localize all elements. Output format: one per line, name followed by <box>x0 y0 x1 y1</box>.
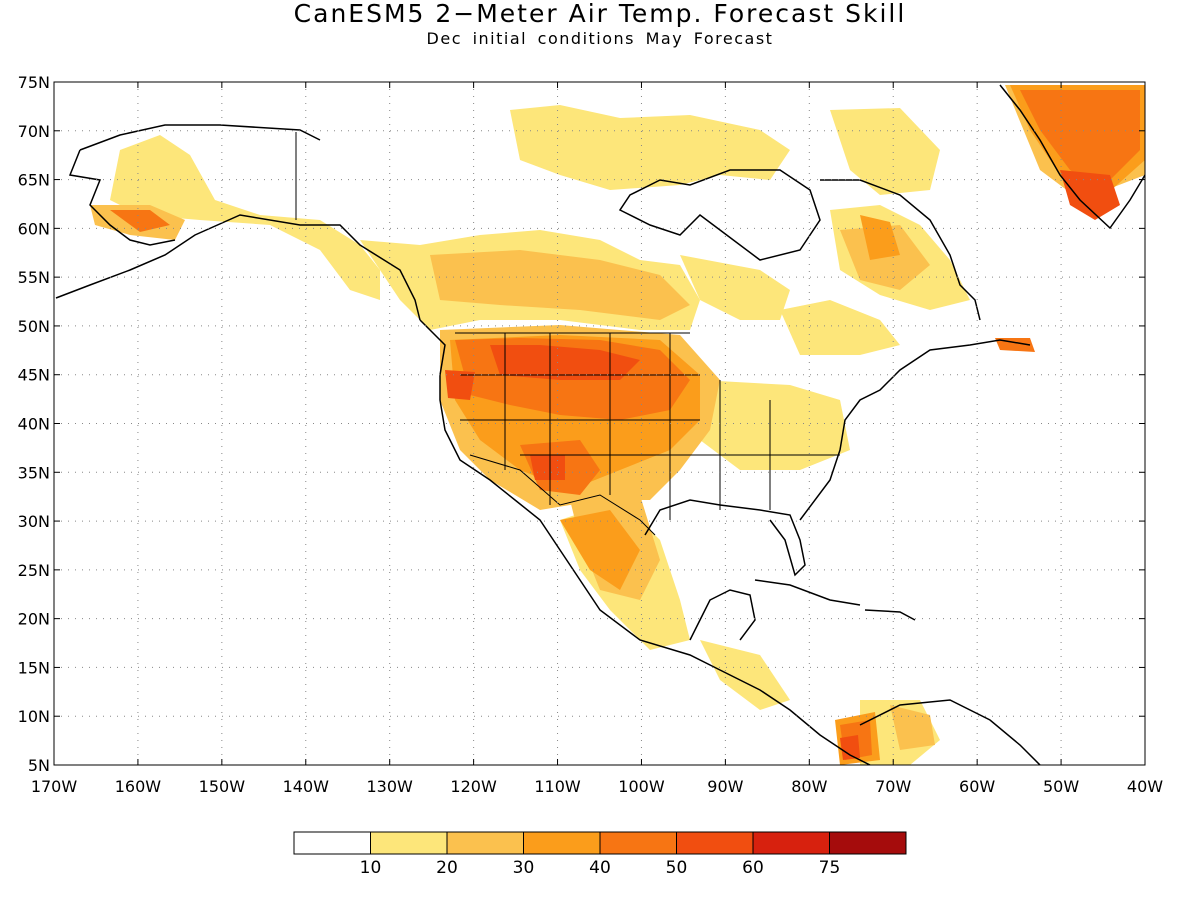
map-subtitle: Dec initial conditions May Forecast <box>426 29 774 48</box>
lat-tick-label: 60N <box>18 219 50 238</box>
lon-tick-label: 60W <box>959 777 995 796</box>
coast-west-us <box>419 319 871 765</box>
colorbar-label: 40 <box>589 858 611 878</box>
map-title: CanESM5 2−Meter Air Temp. Forecast Skill <box>293 0 907 28</box>
lon-tick-label: 50W <box>1043 777 1079 796</box>
lat-tick-label: 65N <box>18 171 50 190</box>
coast-greenland <box>999 84 1145 230</box>
skill-top-greenland <box>1060 170 1120 220</box>
lat-tick-label: 70N <box>18 122 50 141</box>
colorbar: 10 20 30 40 50 60 75 <box>293 831 907 878</box>
coast-labrador <box>820 179 981 321</box>
lat-tick-label: 45N <box>18 366 50 385</box>
lon-tick-label: 170W <box>31 777 78 796</box>
colorbar-label: 10 <box>360 858 382 878</box>
colorbar-swatch <box>829 831 907 855</box>
colorbar-swatch <box>676 831 754 855</box>
skill-vhigh-alaska <box>110 210 170 232</box>
coast-hudson <box>618 169 821 261</box>
lat-tick-label: 25N <box>18 561 50 580</box>
lat-tick-label: 10N <box>18 707 50 726</box>
skill-high-quebec <box>860 215 900 260</box>
skill-vhigh-greenland <box>1020 90 1140 190</box>
lon-tick-label: 40W <box>1127 777 1163 796</box>
skill-region-arctic <box>510 105 790 190</box>
lat-tick-label: 50N <box>18 317 50 336</box>
coast-east-us <box>799 339 1031 521</box>
lon-tick-label: 130W <box>367 777 414 796</box>
lon-tick-label: 110W <box>534 777 581 796</box>
lon-tick-label: 140W <box>283 777 330 796</box>
lat-tick-label: 55N <box>18 268 50 287</box>
skill-mid-canada <box>430 250 690 320</box>
lon-tick-label: 100W <box>618 777 665 796</box>
skill-top-arizona <box>530 455 565 480</box>
skill-region-canada-central <box>680 255 790 320</box>
lat-tick-label: 75N <box>18 73 50 92</box>
colorbar-swatch <box>293 831 371 855</box>
colorbar-swatch <box>523 831 601 855</box>
skill-region-baffin <box>830 108 940 195</box>
colorbar-swatch <box>599 831 677 855</box>
lat-tick-label: 40N <box>18 415 50 434</box>
lat-tick-label: 20N <box>18 610 50 629</box>
colorbar-label: 75 <box>819 858 841 878</box>
coast-yucatan <box>689 589 756 641</box>
lon-tick-label: 70W <box>875 777 911 796</box>
lon-tick-label: 120W <box>450 777 497 796</box>
skill-region-east-us <box>700 380 850 470</box>
state-borders <box>295 132 840 536</box>
lon-tick-label: 90W <box>707 777 743 796</box>
skill-region-alaska <box>110 135 380 300</box>
lon-tick-label: 160W <box>115 777 162 796</box>
coast-gulf <box>644 499 806 577</box>
coastlines <box>55 84 1145 765</box>
lat-tick-label: 35N <box>18 463 50 482</box>
lon-tick-label: 80W <box>791 777 827 796</box>
skill-region-quebec <box>780 300 900 355</box>
skill-top-oregon <box>445 370 475 400</box>
lat-tick-label: 30N <box>18 512 50 531</box>
border-us-mexico <box>469 454 656 536</box>
coast-alaska-west <box>68 149 176 246</box>
colorbar-label: 50 <box>666 858 688 878</box>
colorbar-label: 60 <box>742 858 764 878</box>
colorbar-swatch <box>370 831 448 855</box>
coast-cuba <box>754 579 861 606</box>
coast-alaska <box>55 214 421 321</box>
coast-alaska-north <box>79 124 321 151</box>
colorbar-swatch <box>446 831 524 855</box>
skill-region-central-america <box>700 640 790 710</box>
colorbar-label: 30 <box>513 858 535 878</box>
skill-top-sa <box>840 735 860 760</box>
lon-tick-label: 150W <box>199 777 246 796</box>
lat-tick-label: 5N <box>28 756 50 775</box>
colorbar-swatch <box>752 831 830 855</box>
coast-hispaniola <box>864 609 916 621</box>
skill-high-sw <box>560 510 640 590</box>
axis-ticks: 5N 10N 15N 20N 25N 30N 35N 40N 45N 50N 55N 60N 65N 70… <box>18 73 1164 796</box>
colorbar-label: 20 <box>436 858 458 878</box>
coast-south-america <box>859 699 1041 765</box>
lat-tick-label: 15N <box>18 658 50 677</box>
skill-top-northwest <box>490 345 640 380</box>
skill-shading <box>90 85 1145 765</box>
